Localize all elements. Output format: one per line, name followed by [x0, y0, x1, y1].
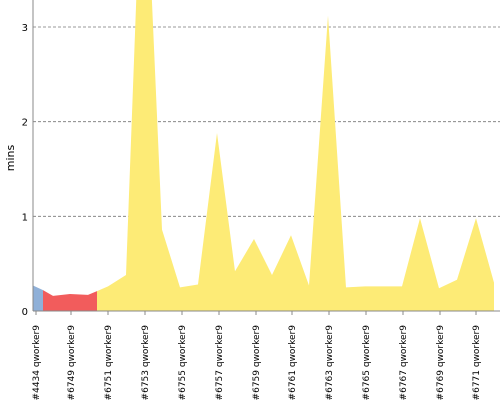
x-tick-label: #6761 qworker9	[288, 325, 298, 400]
x-tick-label: #4434 qworker9	[32, 325, 42, 400]
y-axis-label: mins	[4, 144, 17, 171]
area-segment-yellow	[97, 0, 494, 311]
area-series	[33, 0, 494, 311]
y-tick-label: 1	[22, 212, 28, 223]
x-tick-label: #6771 qworker9	[472, 325, 482, 400]
x-tick-labels: #4434 qworker9 #6749 qworker9 #6751 qworke…	[32, 311, 482, 400]
y-tick-label: 0	[22, 307, 28, 318]
area-segment-red	[43, 290, 97, 311]
y-tick-label: 3	[22, 23, 28, 34]
x-tick-label: #6753 qworker9	[141, 325, 151, 400]
x-tick-label: #6763 qworker9	[325, 325, 335, 400]
x-tick-label: #6755 qworker9	[178, 325, 188, 400]
area-segment-blue	[33, 285, 43, 311]
y-tick-labels: 0 1 2 3	[22, 23, 28, 318]
x-tick-label: #6769 qworker9	[436, 325, 446, 400]
x-tick-label: #6767 qworker9	[399, 325, 409, 400]
x-tick-label: #6759 qworker9	[252, 325, 262, 400]
grid-lines	[33, 26, 500, 217]
x-tick-label: #6765 qworker9	[362, 325, 372, 400]
axes	[32, 0, 500, 312]
x-tick-label: #6751 qworker9	[104, 325, 114, 400]
y-tick-label: 2	[22, 118, 28, 129]
x-tick-label: #6749 qworker9	[67, 325, 77, 400]
x-tick-label: #6757 qworker9	[215, 325, 225, 400]
